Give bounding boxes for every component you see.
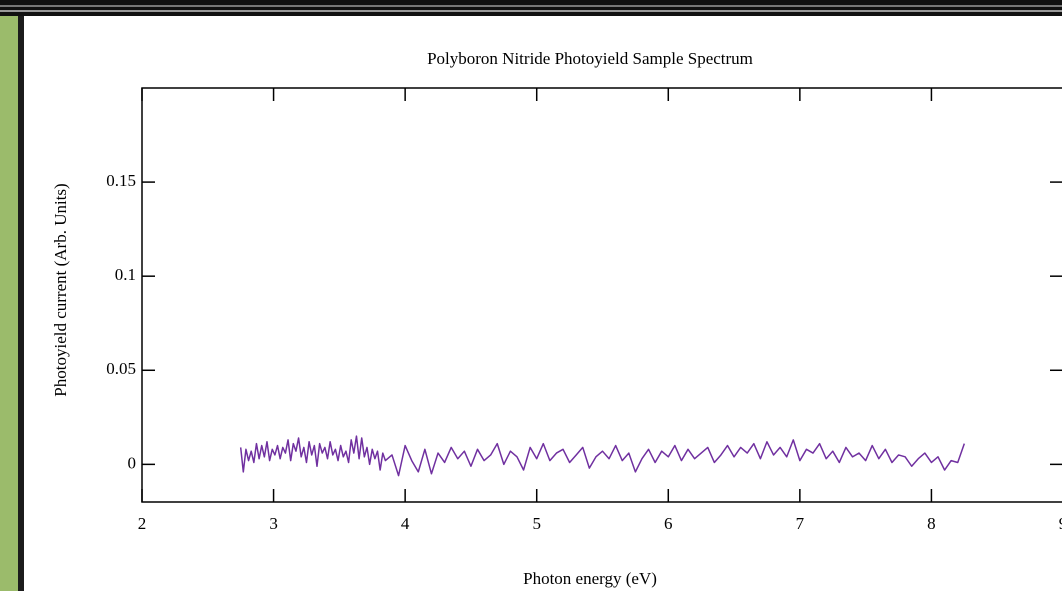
x-tick-label: 3: [269, 514, 278, 533]
top-border-line: [0, 10, 1062, 12]
y-tick-label: 0.1: [115, 265, 136, 284]
left-border: [18, 16, 24, 591]
x-tick-label: 8: [927, 514, 936, 533]
y-tick-label: 0.15: [106, 171, 136, 190]
y-axis-label: Photoyield current (Arb. Units): [51, 183, 70, 396]
y-tick-label: 0: [128, 453, 137, 472]
left-panel: [0, 16, 18, 591]
chart-title: Polyboron Nitride Photoyield Sample Spec…: [427, 49, 753, 68]
x-axis-label: Photon energy (eV): [523, 569, 657, 588]
x-tick-label: 9: [1059, 514, 1062, 533]
x-tick-label: 5: [532, 514, 541, 533]
top-border-line: [0, 5, 1062, 7]
plot-frame: [141, 87, 1062, 503]
top-border: [0, 0, 1062, 16]
x-tick-label: 7: [796, 514, 805, 533]
data-line: [239, 435, 966, 477]
x-tick-label: 2: [138, 514, 147, 533]
y-tick-label: 0.05: [106, 359, 136, 378]
x-tick-label: 6: [664, 514, 673, 533]
x-tick-label: 4: [401, 514, 410, 533]
